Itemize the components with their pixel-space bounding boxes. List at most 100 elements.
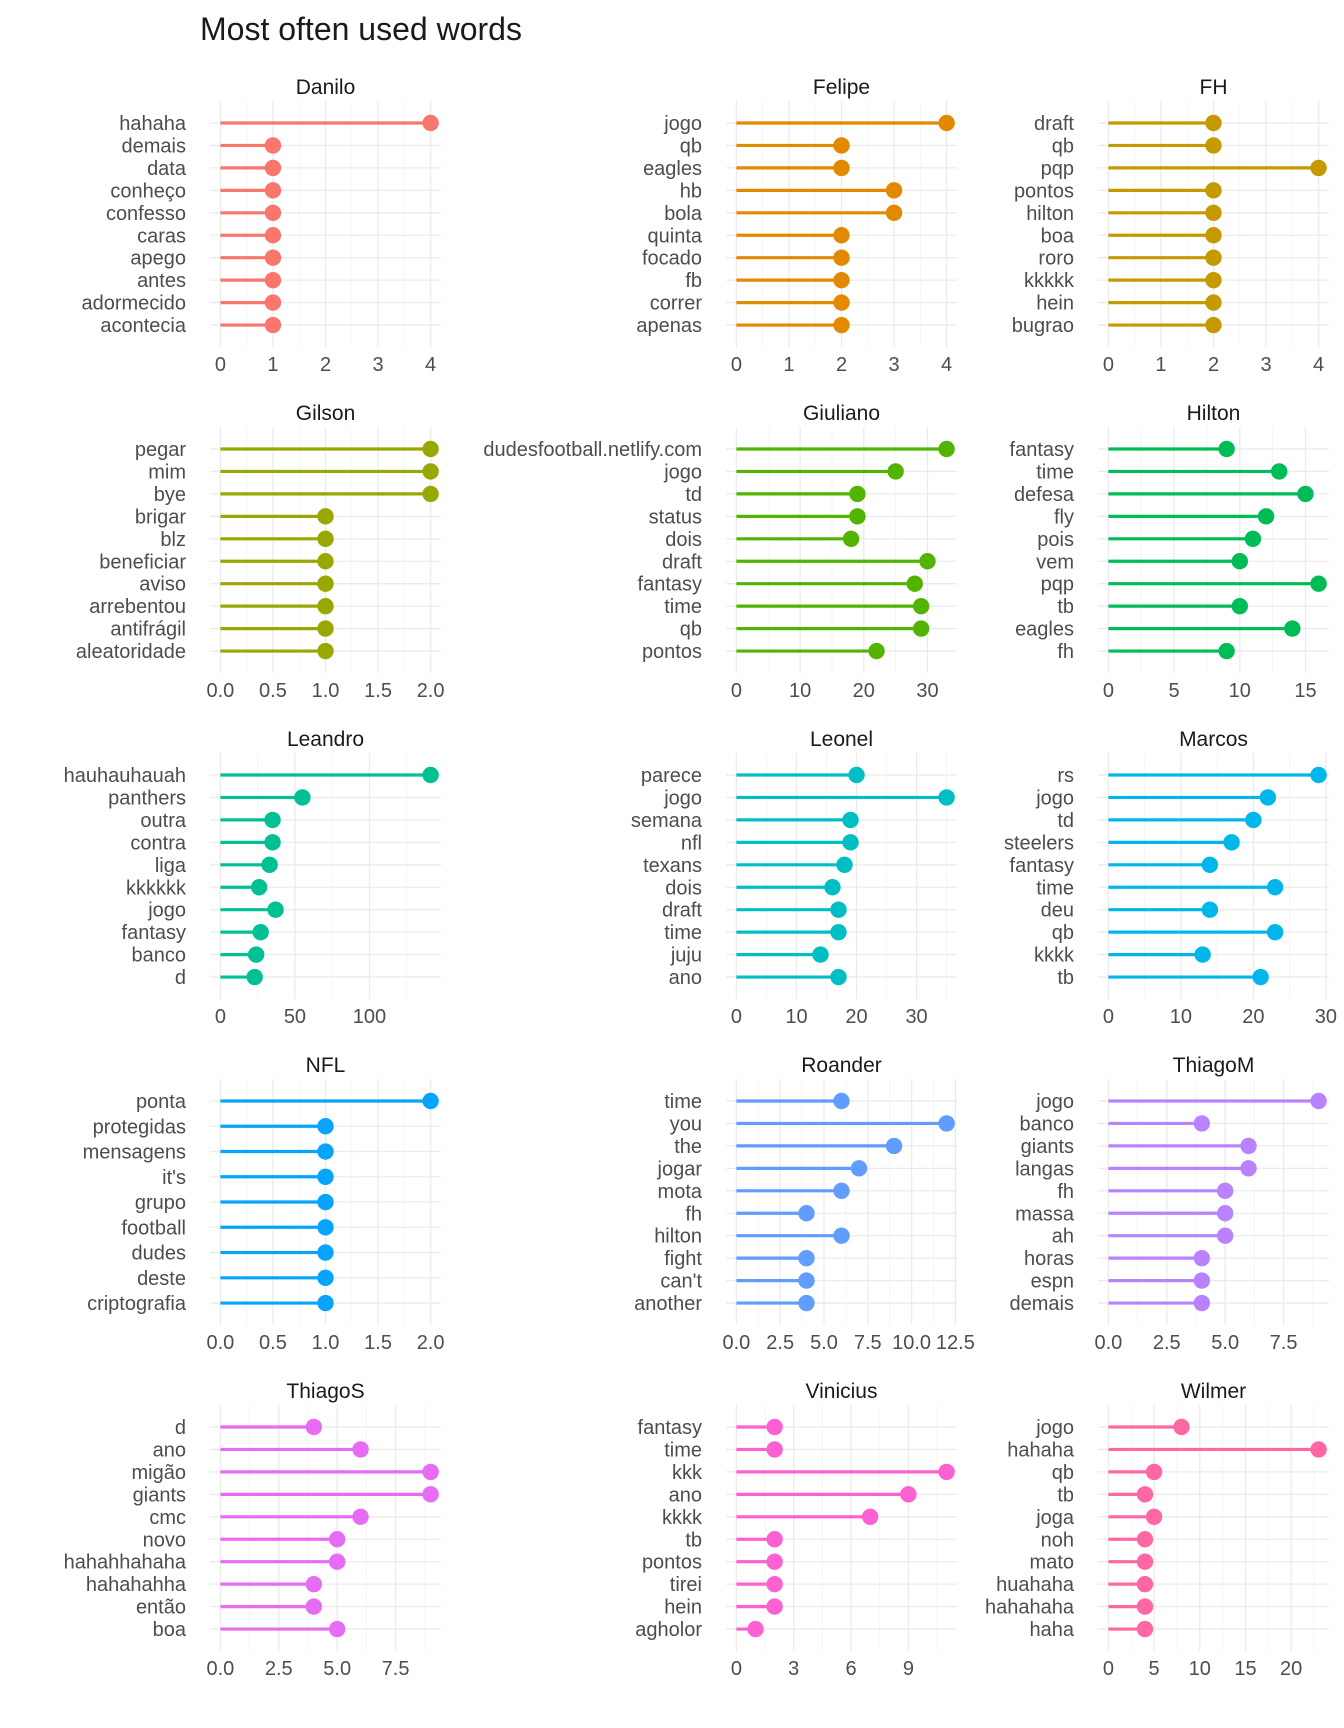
x-tick-label: 3: [372, 354, 383, 376]
lollipop-dot: [850, 1160, 868, 1177]
category-label: juju: [670, 945, 702, 967]
category-label: time: [1036, 461, 1074, 483]
lollipop-dot: [1136, 1553, 1154, 1570]
lollipop-dot: [833, 137, 850, 154]
lollipop-dot: [833, 316, 850, 334]
lollipop-dot: [317, 1168, 334, 1185]
lollipop-dot: [798, 1294, 815, 1312]
category-label: d: [175, 1417, 186, 1439]
panel-felipe: 0 1 2 3 4 Felipe jogoqbeagleshbbolaquintafocad…: [636, 76, 957, 376]
category-label: haha: [1030, 1619, 1075, 1641]
category-label: migão: [132, 1462, 186, 1484]
category-label: kkkk: [662, 1507, 703, 1529]
category-label: mensagens: [83, 1142, 186, 1164]
category-label: pois: [1037, 529, 1074, 551]
lollipop-dot: [1193, 1294, 1211, 1312]
category-label: semana: [631, 810, 703, 832]
x-tick-label: 1.5: [364, 1332, 392, 1354]
x-tick-label: 10.0: [892, 1332, 931, 1354]
lollipop-dot: [317, 553, 334, 570]
panel-leandro: 0 50 100 Leandro hauhauhauahpanthersoutracon…: [64, 728, 441, 1028]
category-label: tirei: [670, 1574, 702, 1596]
panel-vinicius: 0 3 6 9 Vinicius fantasytimekkkanokkkktbponto…: [635, 1380, 957, 1680]
x-tick-label: 2.5: [766, 1332, 794, 1354]
category-label: rs: [1057, 765, 1074, 787]
lollipop-dot: [1216, 1182, 1234, 1200]
category-label: pqp: [1041, 574, 1074, 596]
x-tick-label: 1.0: [312, 680, 340, 702]
x-tick-label: 9: [903, 1658, 914, 1680]
category-label: grupo: [135, 1192, 186, 1214]
category-label: jogo: [1035, 787, 1074, 809]
lollipop-dot: [1205, 114, 1222, 132]
lollipop-dot: [868, 642, 885, 660]
lollipop-dot: [261, 856, 278, 873]
lollipop-dot: [887, 463, 904, 480]
lollipop-dot: [317, 575, 334, 592]
category-label: tb: [685, 1529, 702, 1551]
x-tick-label: 0.0: [206, 680, 234, 702]
category-label: time: [664, 1091, 702, 1113]
category-label: qb: [680, 135, 702, 157]
category-label: massa: [1015, 1203, 1075, 1225]
panel-thiagom: 0.0 2.5 5.0 7.5 ThiagoM jogobancogiantslangas…: [1010, 1054, 1329, 1354]
lollipop-dot: [830, 923, 847, 941]
lollipop-dot: [317, 1118, 334, 1135]
x-tick-label: 10: [1189, 1658, 1211, 1680]
lollipop-dot: [328, 1620, 346, 1638]
lollipop-dot: [1205, 204, 1222, 221]
lollipop-dot: [264, 137, 282, 154]
x-tick-label: 0: [731, 680, 742, 702]
category-label: horas: [1024, 1248, 1074, 1270]
lollipop-dot: [833, 294, 850, 311]
lollipop-dot: [264, 182, 282, 199]
category-label: quinta: [648, 225, 703, 247]
category-label: dudesfootball.netlify.com: [483, 439, 702, 461]
category-label: beneficiar: [99, 551, 186, 573]
category-label: the: [674, 1136, 702, 1158]
category-label: boa: [1041, 225, 1075, 247]
x-tick-label: 30: [916, 680, 938, 702]
lollipop-dot: [1136, 1531, 1154, 1548]
panel-roander: 0.0 2.5 5.0 7.5 10.0 12.5 Roander timeyouthejog…: [634, 1054, 975, 1354]
lollipop-dot: [317, 508, 334, 525]
lollipop-dot: [328, 1531, 346, 1548]
lollipop-dot: [305, 1418, 323, 1436]
panel-thiagos: 0.0 2.5 5.0 7.5 ThiagoS danomigãogiantscmcnov…: [64, 1380, 441, 1680]
category-label: giants: [133, 1484, 186, 1506]
category-label: criptografia: [87, 1293, 187, 1315]
category-label: tb: [1057, 596, 1074, 618]
category-label: hahaha: [1007, 1439, 1075, 1461]
category-label: bye: [154, 484, 186, 506]
category-label: hahaha: [119, 113, 187, 135]
lollipop-dot: [264, 159, 282, 177]
lollipop-dot: [305, 1598, 323, 1615]
panel-title: Wilmer: [1181, 1380, 1246, 1403]
category-label: espn: [1031, 1271, 1074, 1293]
category-label: agholor: [635, 1619, 702, 1641]
lollipop-dot: [938, 1115, 955, 1132]
category-label: langas: [1015, 1158, 1074, 1180]
panel-wilmer: 0 5 10 15 20Wilmerjogohahahaqbtbjoganohmatoh…: [985, 1380, 1329, 1680]
lollipop-dot: [766, 1598, 783, 1615]
x-tick-label: 0: [1103, 1006, 1114, 1028]
lollipop-dot: [1205, 227, 1222, 244]
x-tick-label: 7.5: [854, 1332, 882, 1354]
panel-gilson: 0.0 0.5 1.0 1.5 2.0 Gilson pegarmimbyebrigarbl…: [76, 402, 445, 702]
x-tick-label: 2.5: [1153, 1332, 1181, 1354]
category-label: fantasy: [122, 922, 186, 944]
panel-hilton: 0 5 10 15 Hilton fantasytimedefesaflypoisvemp…: [1010, 402, 1329, 702]
x-tick-label: 0: [1103, 680, 1114, 702]
lollipop-dot: [1136, 1620, 1154, 1638]
lollipop-dot: [798, 1272, 815, 1289]
lollipop-dot: [912, 597, 930, 615]
category-label: qb: [1052, 922, 1074, 944]
lollipop-dot: [1205, 294, 1222, 311]
category-label: joga: [1035, 1507, 1075, 1529]
lollipop-dot: [938, 789, 955, 806]
lollipop-dot: [798, 1249, 815, 1267]
lollipop-dot: [422, 1463, 439, 1481]
x-tick-label: 0.5: [259, 680, 287, 702]
x-tick-label: 10: [1229, 680, 1251, 702]
category-label: jogo: [1035, 1417, 1074, 1439]
